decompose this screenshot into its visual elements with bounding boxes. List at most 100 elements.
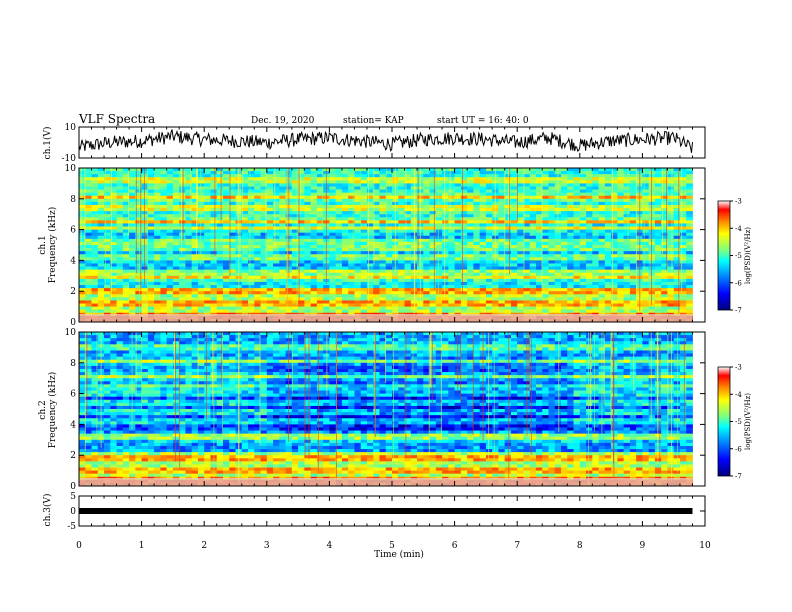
spectrogram-cell <box>648 306 656 311</box>
spectrogram-cell <box>661 285 668 289</box>
spectrogram-cell <box>529 180 537 184</box>
spectrogram-cell <box>485 288 493 292</box>
spectrogram-cell <box>579 306 587 311</box>
spectrogram-cell <box>179 251 186 255</box>
spectrogram-cell <box>85 223 92 227</box>
spectrogram-cell <box>686 251 693 255</box>
spectrogram-cell <box>172 306 180 311</box>
spectrogram-cell <box>517 257 524 261</box>
spectrogram-cell <box>122 171 130 175</box>
spectrogram-cell <box>567 281 574 286</box>
spectrogram-cell <box>310 291 318 295</box>
spectrogram-cell <box>348 260 355 264</box>
spectrogram-cell <box>535 272 543 277</box>
spectrogram-cell <box>423 183 430 187</box>
spectrogram-cell <box>354 201 362 206</box>
spectrogram-cell <box>442 269 449 274</box>
spectrogram-cell <box>185 223 193 227</box>
spectrogram-cell <box>404 226 412 230</box>
spectrogram-cell <box>354 177 362 181</box>
spectrogram-cell <box>454 204 462 209</box>
spectrogram-cell <box>517 269 524 274</box>
spectrogram-cell <box>611 211 618 215</box>
spectrogram-cell <box>642 297 650 301</box>
spectrogram-cell <box>548 180 556 184</box>
spectrogram-cell <box>498 195 506 200</box>
spectrogram-cell <box>586 183 593 187</box>
spectrogram-cell <box>279 251 286 255</box>
spectrogram-cell <box>673 266 681 271</box>
spectrogram-cell <box>85 168 92 172</box>
spectrogram-cell <box>629 257 637 261</box>
spectrogram-cell <box>210 174 218 178</box>
spectrogram-cell <box>304 291 312 295</box>
spectrogram-cell <box>235 309 243 314</box>
spectrogram-cell <box>310 248 318 252</box>
spectrogram-cell <box>348 238 355 243</box>
spectrogram-cell <box>222 275 230 280</box>
spectrogram-cell <box>329 208 337 212</box>
spectrogram-cell <box>166 248 174 252</box>
spectrogram-cell <box>673 257 681 261</box>
spectrogram-cell <box>79 223 86 227</box>
spectrogram-cell <box>172 211 180 215</box>
spectrogram-cell <box>454 174 462 178</box>
spectrogram-cell <box>404 223 412 227</box>
spectrogram-cell <box>661 189 668 194</box>
spectrogram-cell <box>454 288 462 292</box>
spectrogram-cell <box>366 297 374 301</box>
spectrogram-cell <box>197 177 205 181</box>
spectrogram-cell <box>573 266 581 271</box>
spectrogram-cell <box>354 254 362 258</box>
spectrogram-cell <box>473 254 481 258</box>
spectrogram-cell <box>667 186 675 190</box>
spectrogram-cell <box>485 223 493 227</box>
spectrogram-cell <box>172 266 180 271</box>
spectrogram-cell <box>191 281 199 286</box>
spectrogram-cell <box>166 180 174 184</box>
spectrogram-cell <box>423 177 430 181</box>
spectrogram-cell <box>335 245 343 249</box>
spectrogram-cell <box>579 195 587 200</box>
spectrogram-cell <box>204 232 211 237</box>
spectrogram-cell <box>241 171 249 175</box>
spectrogram-cell <box>329 263 337 267</box>
spectrogram-cell <box>172 177 180 181</box>
spectrogram-cell <box>248 198 255 203</box>
spectrogram-cell <box>254 229 261 234</box>
spectrogram-cell <box>366 235 374 240</box>
spectrogram-cell <box>104 303 111 307</box>
spectrogram-cell <box>504 257 512 261</box>
spectrogram-cell <box>686 186 693 190</box>
spectrogram-cell <box>573 245 581 249</box>
spectrogram-cell <box>329 245 337 249</box>
spectrogram-cell <box>442 223 449 227</box>
spectrogram-cell <box>222 186 230 190</box>
spectrogram-cell <box>567 272 574 277</box>
spectrogram-cell <box>460 251 468 255</box>
spectrogram-cell <box>185 174 193 178</box>
spectrogram-cell <box>542 229 549 234</box>
spectrogram-cell <box>485 251 493 255</box>
spectrogram-cell <box>448 201 455 206</box>
spectrogram-cell <box>141 306 149 311</box>
spectrogram-cell <box>548 297 556 301</box>
spectrogram-cell <box>216 174 224 178</box>
spectrogram-cell <box>129 291 136 295</box>
spectrogram-cell <box>172 168 180 172</box>
spectrogram-cell <box>404 201 412 206</box>
spectrogram-cell <box>185 180 193 184</box>
spectrogram-cell <box>523 251 531 255</box>
spectrogram-cell <box>498 168 506 172</box>
spectrogram-cell <box>273 186 280 190</box>
spectrogram-cell <box>335 269 343 274</box>
spectrogram-cell <box>392 288 399 292</box>
spectrogram-cell <box>523 275 531 280</box>
spectrogram-cell <box>586 180 593 184</box>
spectrogram-cell <box>79 171 86 175</box>
spectrogram-cell <box>517 248 524 252</box>
spectrogram-cell <box>79 254 86 258</box>
spectrogram-cell <box>404 272 412 277</box>
spectrogram-cell <box>204 204 211 209</box>
spectrogram-cell <box>460 189 468 194</box>
